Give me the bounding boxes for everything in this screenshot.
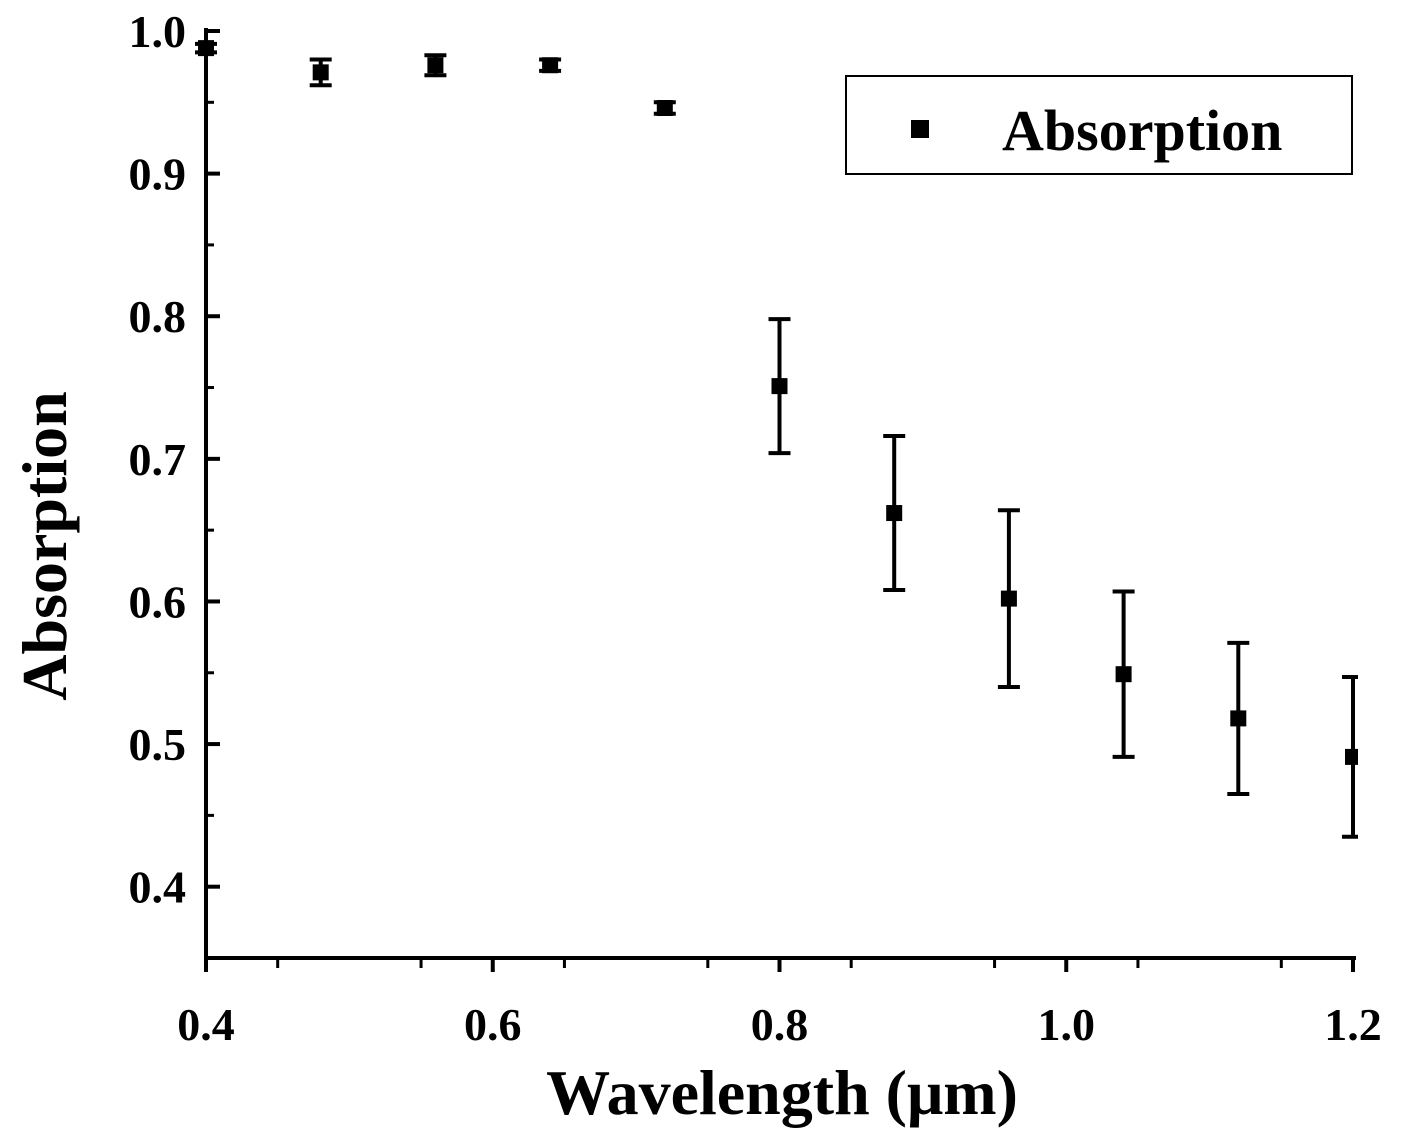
data-point	[542, 57, 559, 74]
legend-marker	[911, 120, 929, 138]
data-point	[427, 57, 444, 74]
y-axis-title: Absorption	[9, 391, 80, 700]
legend: Absorption	[845, 75, 1353, 175]
y-tick-label: 0.5	[129, 719, 187, 770]
x-axis-ticks: 0.4 0.6 0.8 1.0 1.2	[177, 958, 1382, 1050]
legend-box	[845, 75, 1353, 175]
data-series-absorption	[195, 40, 1358, 839]
data-point	[312, 64, 329, 81]
y-axis-ticks: 0.4 0.5 0.6 0.7 0.8 0.9 1.0	[129, 6, 220, 960]
data-point	[886, 505, 903, 522]
x-tick-label: 0.4	[177, 999, 235, 1050]
x-axis-title: Wavelength (μm)	[546, 1057, 1018, 1128]
data-point	[1115, 666, 1132, 683]
x-tick-label: 0.6	[464, 999, 522, 1050]
y-tick-label: 0.8	[129, 291, 187, 342]
y-tick-label: 0.4	[129, 862, 187, 913]
y-tick-label: 0.6	[129, 576, 187, 627]
data-point	[656, 100, 673, 117]
y-tick-label: 0.7	[129, 434, 187, 485]
x-tick-label: 1.2	[1324, 999, 1382, 1050]
y-tick-label: 1.0	[129, 6, 187, 57]
x-tick-label: 1.0	[1038, 999, 1096, 1050]
data-point	[1230, 710, 1247, 727]
legend-label: Absorption	[1002, 98, 1282, 163]
data-point	[198, 40, 214, 57]
data-point	[1345, 748, 1358, 765]
y-tick-label: 0.9	[129, 149, 187, 200]
data-point	[1000, 590, 1017, 607]
data-point	[771, 378, 788, 395]
x-tick-label: 0.8	[751, 999, 809, 1050]
